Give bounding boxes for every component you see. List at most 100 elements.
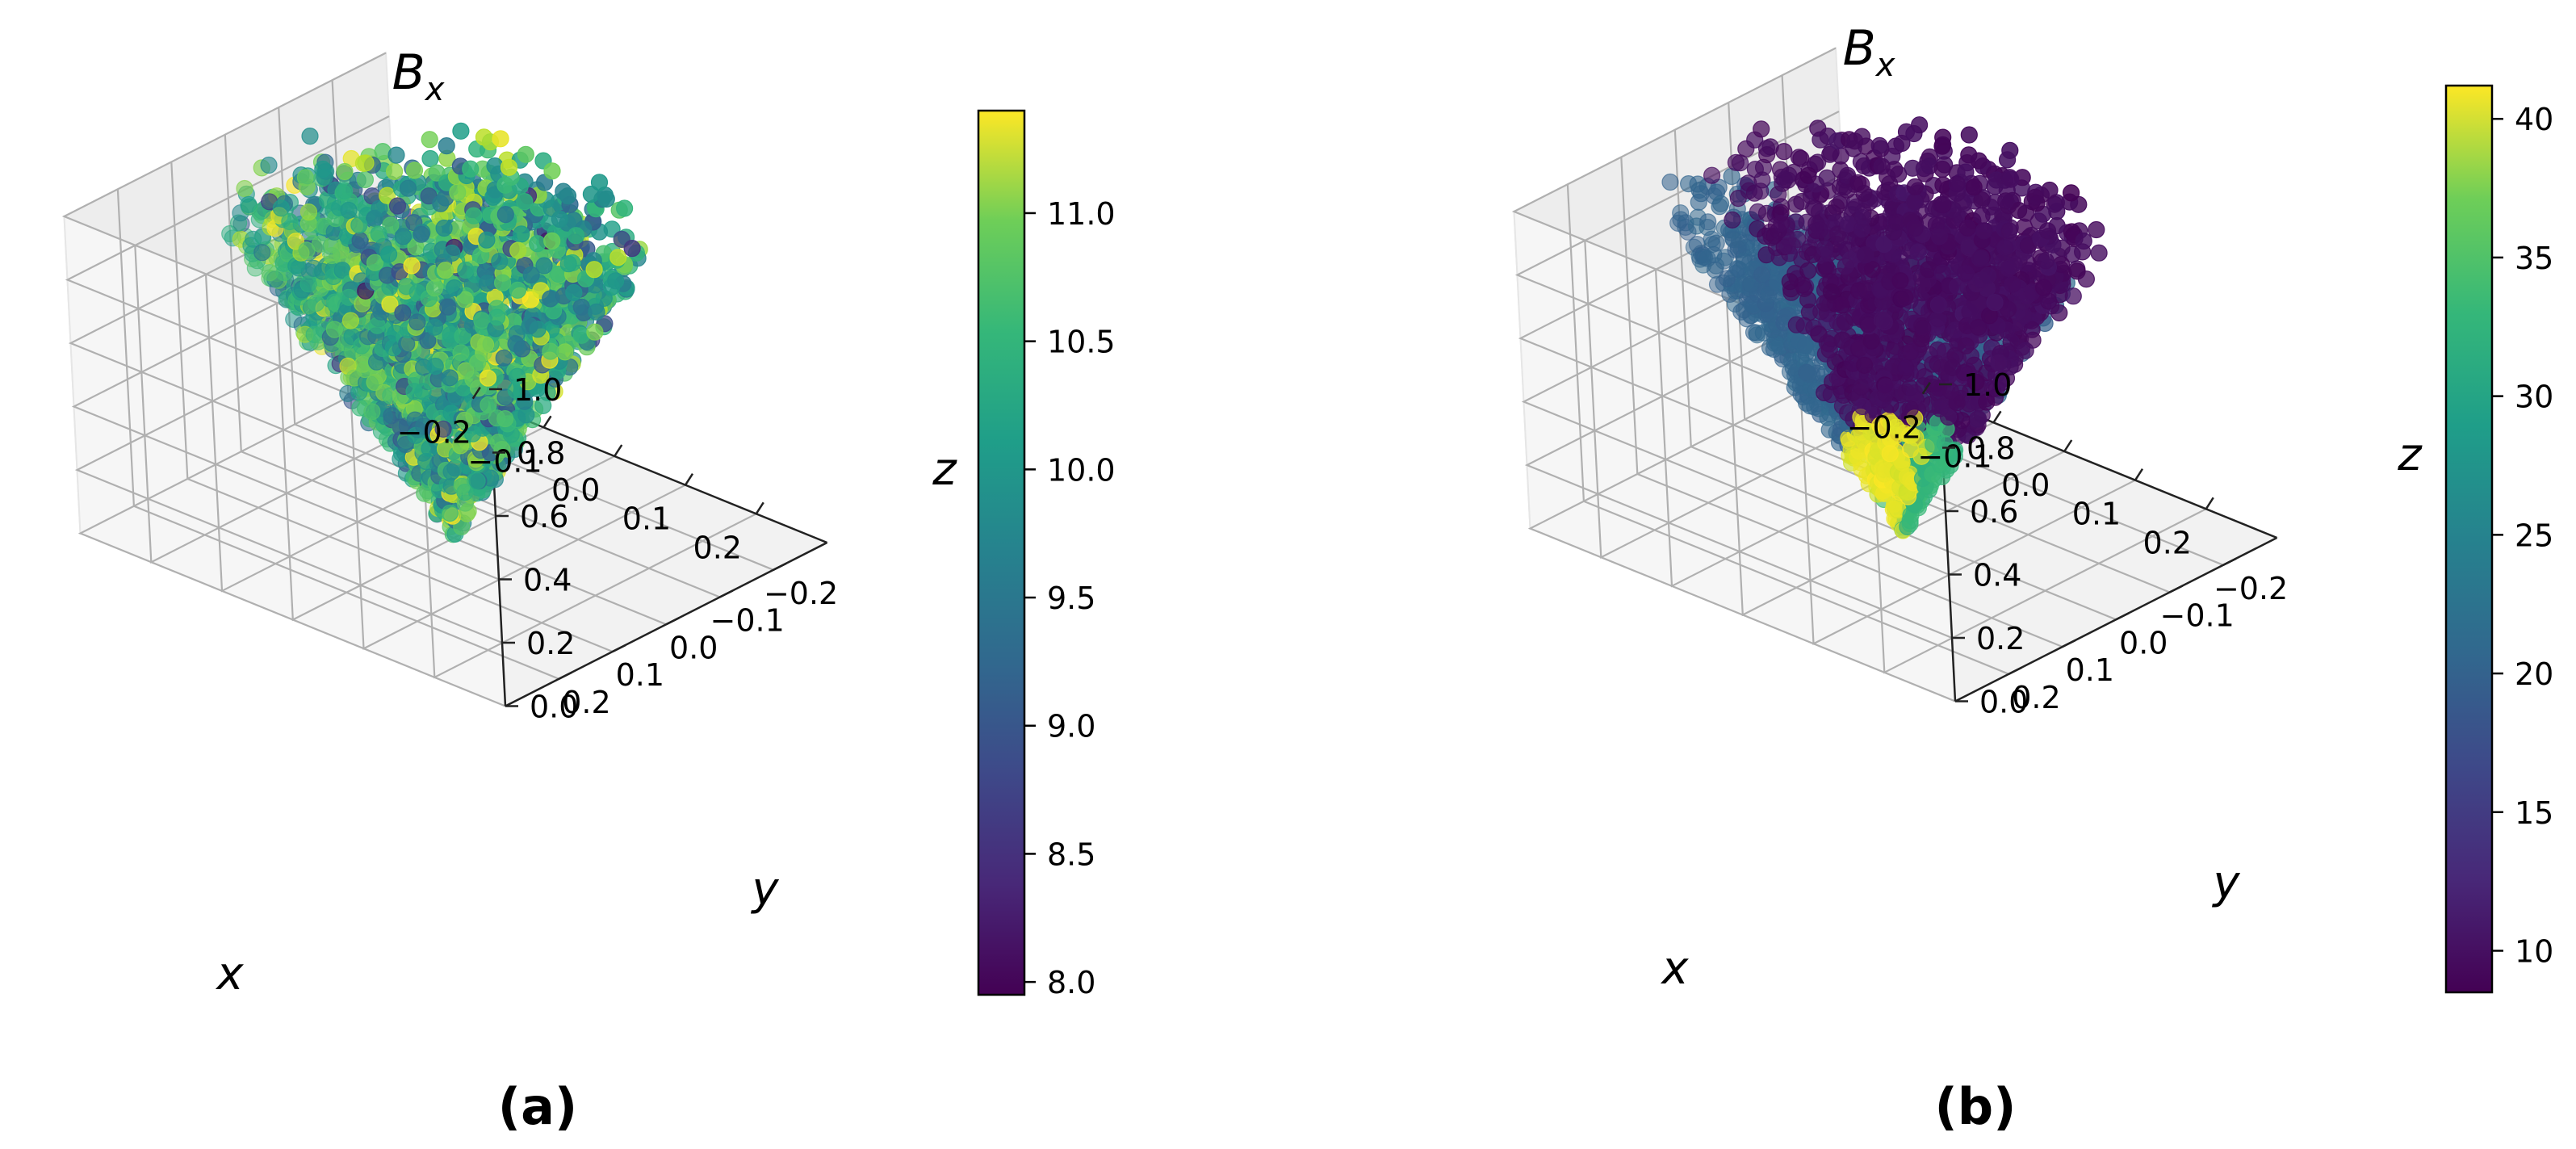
panel-a-title: Bx	[392, 44, 445, 108]
panel-a-scatter-point	[405, 383, 423, 400]
panel-a-scatter-point	[606, 272, 625, 290]
panel-a-z-tick-label: 0.8	[517, 436, 565, 472]
panel-a-z-tick-label: 0.0	[530, 690, 578, 725]
panel-a-scatter-point	[386, 162, 404, 180]
panel-a-scatter-point	[425, 279, 444, 297]
panel-a-scatter-point	[609, 249, 627, 266]
panel-a-scatter-point	[517, 145, 534, 163]
panel-b-scatter-point	[1914, 319, 1932, 338]
panel-a-scatter-point	[452, 122, 470, 140]
panel-a-scatter-point	[432, 195, 450, 212]
panel-a-scatter-point	[465, 207, 483, 224]
panel-a-scatter-point	[585, 261, 603, 279]
panel-b-scatter-point	[1855, 356, 1874, 374]
panel-a-scatter-point	[380, 245, 398, 263]
panel-b-scatter-point	[1753, 266, 1771, 283]
panel-a-scatter-point	[426, 357, 444, 375]
panel-a-colorbar-tick-label: 9.0	[1047, 709, 1095, 744]
panel-a-scatter-point	[615, 199, 634, 217]
panel-a-scatter-point	[296, 169, 314, 187]
panel-b-scatter-point	[1749, 220, 1766, 237]
panel-a-scatter-point	[478, 275, 496, 292]
panel-a-scatter-point	[543, 232, 561, 250]
panel-a-colorbar-tick-label: 8.5	[1047, 837, 1095, 872]
panel-a-scatter-point	[492, 130, 509, 148]
panel-b-scatter-point	[1912, 299, 1930, 317]
panel-b-scatter-point	[1746, 161, 1764, 178]
panel-a-scatter-point	[399, 179, 417, 197]
panel-a-z-tick-label: 1.0	[513, 372, 562, 408]
panel-a-scatter-point	[588, 303, 605, 321]
panel-a-caption: (a)	[498, 1077, 578, 1136]
panel-b-scatter-point	[1727, 153, 1745, 171]
panel-a-scatter-point	[366, 254, 384, 271]
panel-a-scatter-point	[567, 227, 585, 245]
panel-b-scatter-point	[1818, 169, 1836, 187]
panel-b-scatter-point	[1854, 208, 1872, 227]
panel-a-scatter-point	[597, 190, 615, 208]
panel-a-scatter-point	[435, 219, 453, 237]
panel-a-scatter-point	[478, 231, 496, 249]
panel-a-scatter-point	[493, 274, 512, 291]
panel-b-scatter-point	[1969, 410, 1987, 428]
panel-a-y-tick-label: 0.0	[669, 630, 718, 665]
panel-a-scatter-point	[323, 246, 341, 265]
panel-a-scatter-point	[299, 275, 317, 293]
panel-b-scatter-point	[1661, 173, 1679, 191]
panel-a-scatter-point	[522, 266, 540, 284]
panel-b-scatter-point	[1897, 359, 1915, 376]
panel-a-colorbar-ticks: 8.08.59.09.510.010.511.0	[1024, 196, 1116, 1000]
panel-a-scatter-point	[405, 161, 424, 179]
panel-b-scatter-point	[1788, 230, 1807, 249]
panel-a-scatter-point	[513, 225, 530, 243]
panel-a-scatter-point	[281, 212, 299, 231]
panel-a-scatter-point	[325, 321, 343, 338]
panel-a-scatter-point	[572, 298, 590, 316]
panel-a-scatter-point	[387, 146, 405, 164]
panel-a-scatter-point	[449, 183, 467, 201]
panel-b-scatter-point	[1799, 291, 1817, 308]
panel-a-z-tick-label: 0.6	[520, 499, 568, 535]
panel-b-scatter-point	[1672, 204, 1690, 222]
panel-b-scatter-point	[1757, 140, 1776, 157]
panel-a-scatter-point	[236, 179, 253, 198]
panel-a-scatter-point	[301, 128, 319, 145]
panel-a-scatter-point	[452, 344, 470, 362]
panel-a-scatter-point	[469, 354, 487, 371]
panel-b-scatter-point	[1703, 230, 1720, 248]
panel-a-y-tick-label: 0.1	[616, 657, 664, 693]
panel-b-scatter-point	[1857, 246, 1874, 264]
panel-b-scatter-point	[1799, 262, 1817, 279]
panel-a-scatter-point	[500, 158, 518, 176]
panel-b-scatter-point	[2023, 321, 2041, 338]
panel-a-scatter-point	[403, 257, 421, 275]
panel-a-scatter-point	[351, 232, 369, 250]
panel-a-x-tick	[542, 415, 552, 429]
panel-a-z-axis-label: z	[932, 443, 957, 496]
panel-a-x-tick	[684, 472, 694, 486]
panel-a-scatter-point	[441, 369, 459, 387]
panel-b-scatter-point	[1787, 195, 1805, 213]
panel-a-grid-z	[74, 305, 503, 644]
panel-a-scatter-point	[408, 313, 426, 331]
panel-a-scatter-point	[496, 206, 514, 224]
panel-a-scatter-point	[438, 137, 455, 155]
panel-a-scatter-point	[421, 131, 438, 149]
panel-b-scatter-point	[1863, 261, 1881, 279]
panel-a-x-tick	[755, 501, 764, 515]
panel-b: −0.2−0.10.00.10.2−0.2−0.10.00.10.20.00.2…	[1511, 20, 2553, 1136]
panel-b-scatter-point	[1689, 175, 1707, 193]
panel-b-scatter-point	[1792, 149, 1810, 167]
panel-a-scatter-point	[370, 225, 387, 243]
panel-a-x-axis-label: x	[215, 948, 244, 1000]
panel-a-scatter-point	[559, 255, 577, 273]
panel-a-scatter-point	[446, 279, 463, 297]
panel-a-scatter-point	[253, 244, 271, 262]
panel-b-scatter-point	[1724, 230, 1742, 249]
panel-a-scatter-point	[521, 317, 538, 335]
panel-b-scatter-point	[1833, 296, 1850, 314]
panel-b-scatter-point	[1822, 283, 1840, 301]
panel-a-scatter-point	[542, 342, 559, 360]
panel-a-scatter-point	[491, 253, 509, 270]
